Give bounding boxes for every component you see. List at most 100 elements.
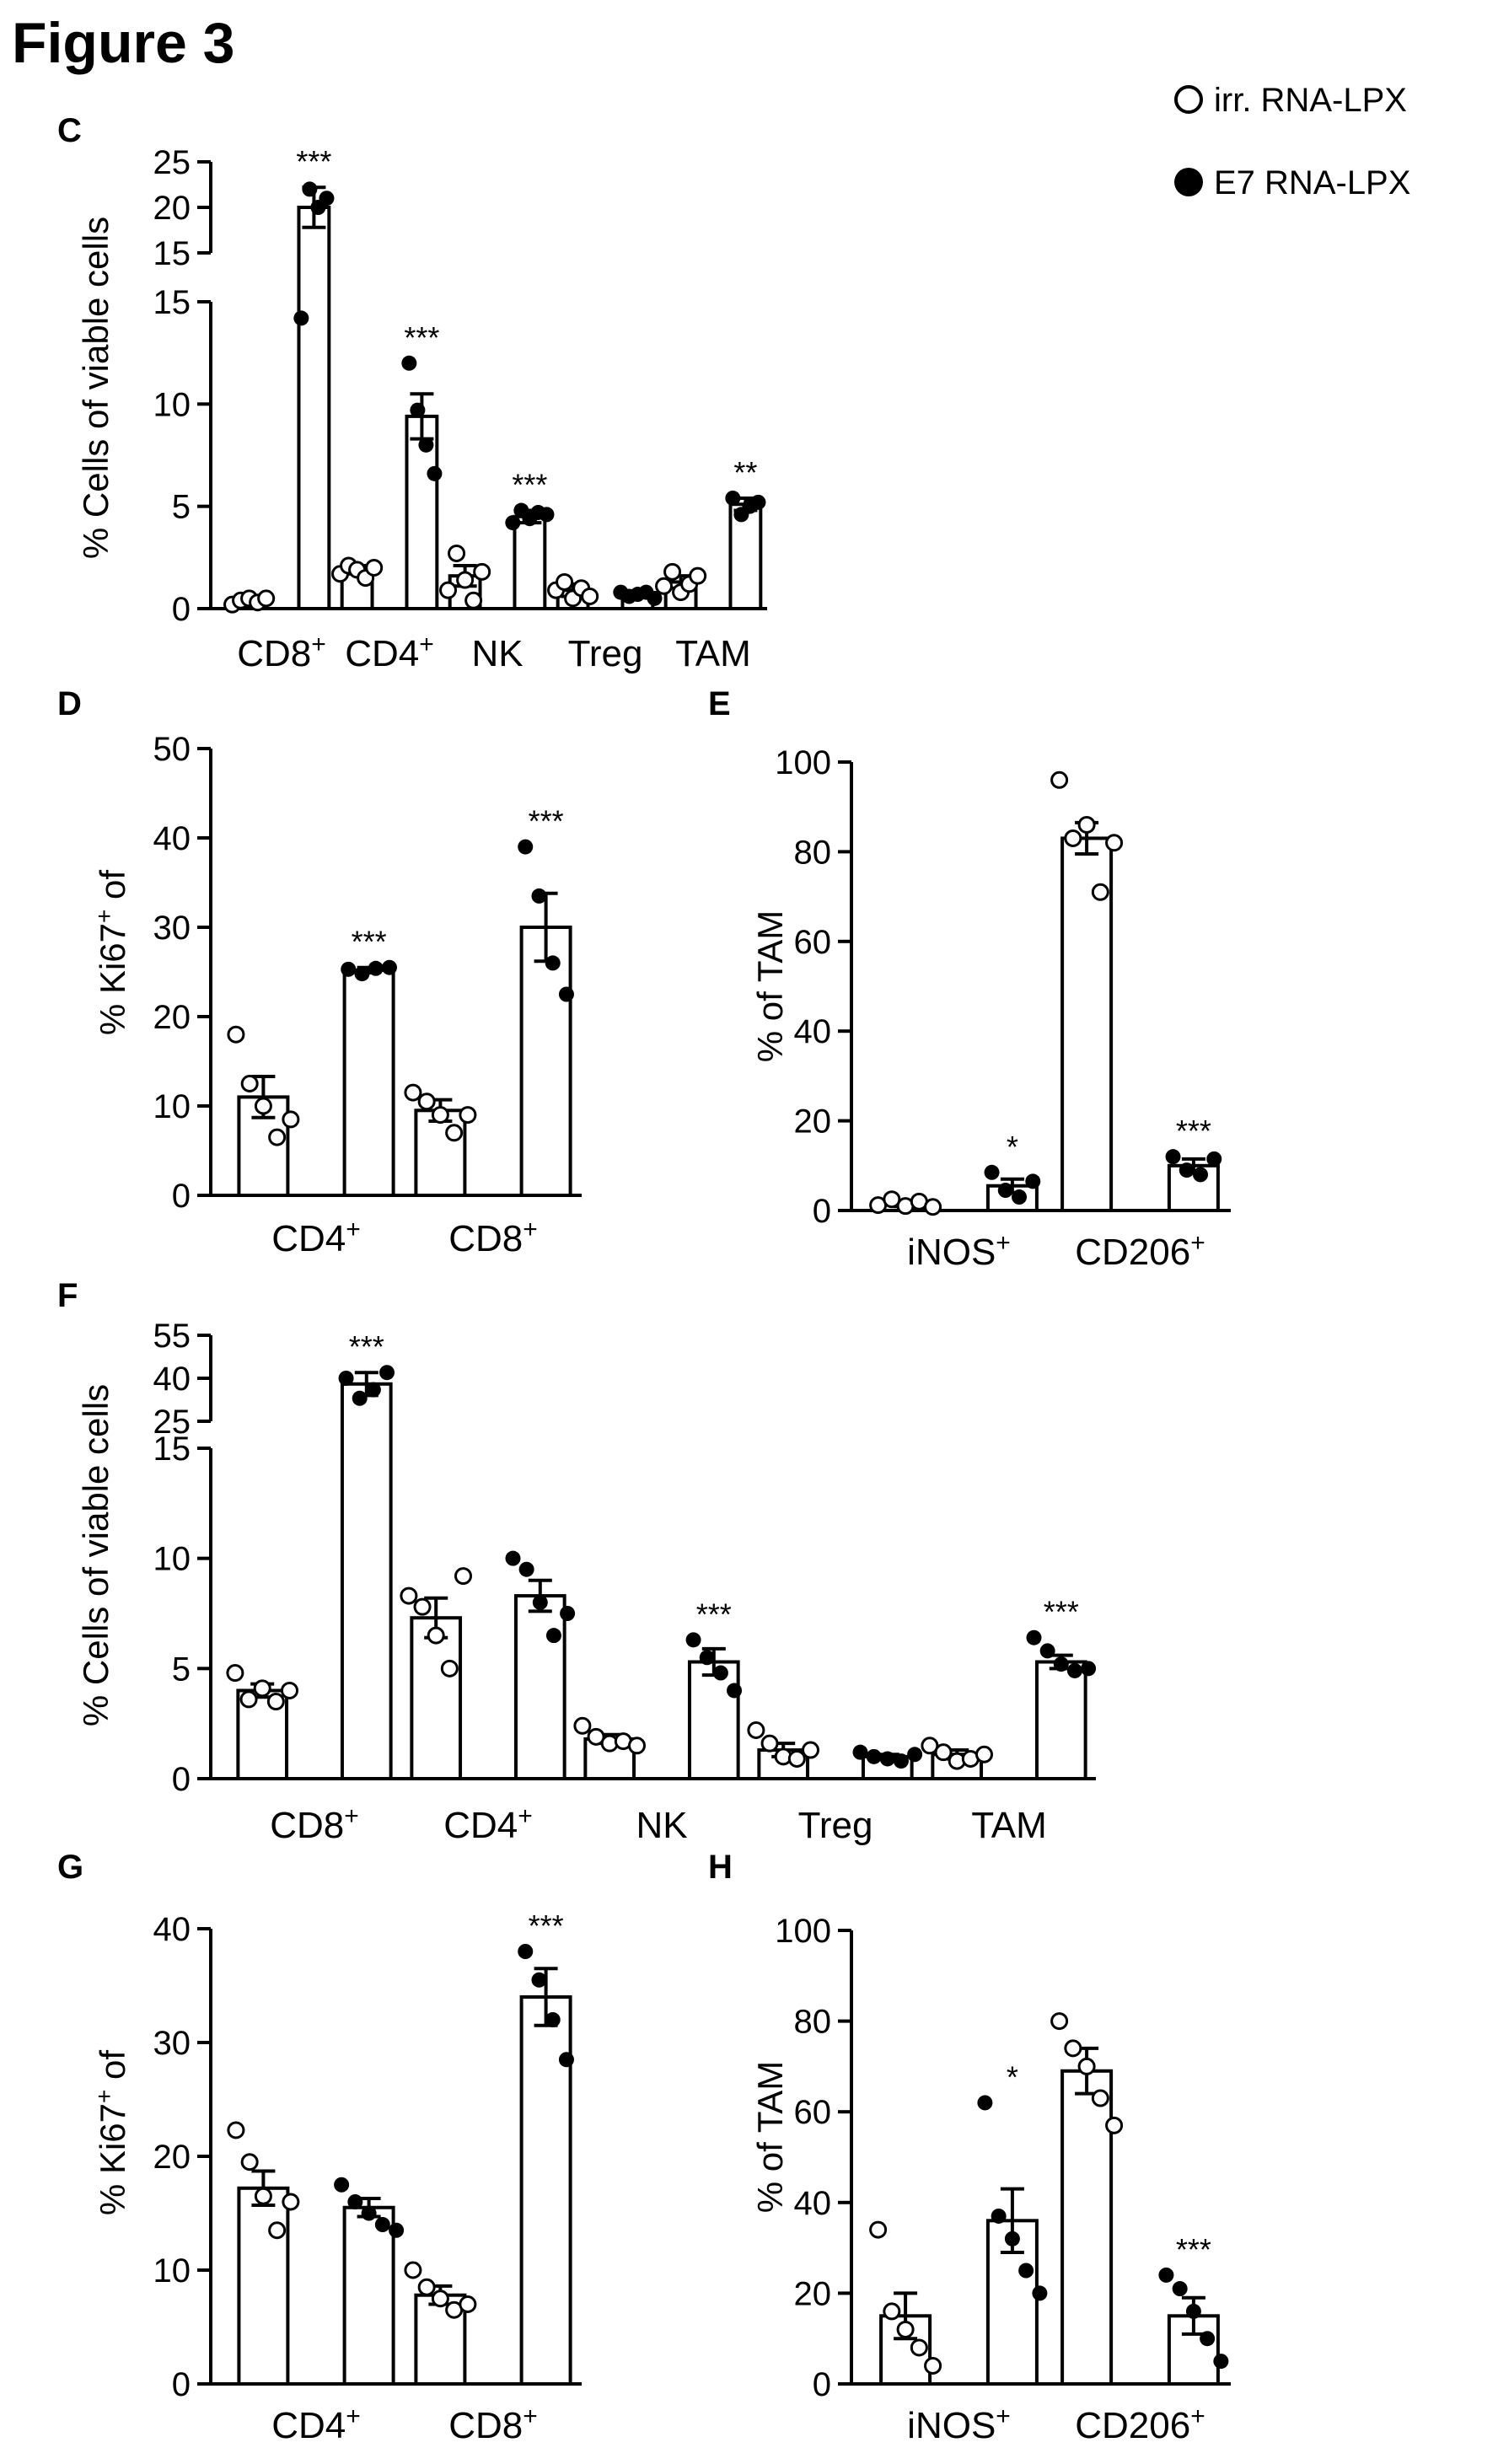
data-point-open: [227, 2121, 245, 2139]
y-tick-label: 50: [153, 731, 191, 768]
x-tick-label: CD4+: [271, 2402, 361, 2447]
y-tick-label: 80: [794, 2004, 832, 2041]
data-point-open: [281, 1681, 299, 1699]
significance-label: ***: [296, 144, 331, 179]
data-point-open: [747, 1721, 765, 1740]
bar: [687, 1660, 740, 1780]
y-tick-label: 55: [153, 1318, 191, 1355]
data-point-filled: [531, 888, 547, 904]
bar: [1060, 2069, 1114, 2386]
data-point-filled: [685, 1632, 701, 1648]
data-point-open: [404, 2261, 422, 2279]
data-point-filled: [1185, 2303, 1201, 2319]
y-tick-label: 15: [153, 284, 191, 321]
panel-c: C 0 5 10 15 15 20 25 % Cells of viable cells *** C…: [57, 112, 767, 674]
bar: [1034, 1660, 1087, 1780]
data-point-open: [924, 2356, 942, 2375]
y-tick-label: 0: [813, 1193, 831, 1230]
significance-label: ***: [1176, 2232, 1211, 2267]
x-tick-label: CD206+: [1075, 2402, 1205, 2447]
y-tick-label: 80: [794, 834, 832, 871]
y-tick-label: 40: [153, 1911, 191, 1948]
data-point-open: [227, 1025, 245, 1044]
y-tick-label: 20: [153, 190, 191, 227]
data-point-open: [556, 572, 574, 591]
x-tick-label: iNOS+: [907, 2402, 1011, 2447]
data-point-open: [456, 571, 475, 589]
y-axis-label: % Ki67+ of: [91, 2050, 133, 2215]
y-axis-label: % of TAM: [750, 910, 790, 1063]
data-point-filled: [518, 839, 534, 855]
bar: [237, 2186, 290, 2386]
data-point-filled: [1206, 1151, 1222, 1167]
data-point-filled: [907, 1747, 923, 1763]
data-point-filled: [361, 2205, 377, 2221]
panel-letter: D: [57, 685, 82, 722]
data-point-filled: [1026, 1629, 1042, 1645]
x-tick-label: CD4+: [271, 1216, 361, 1260]
data-point-open: [282, 2193, 300, 2211]
x-tick-label: CD8+: [448, 2402, 538, 2447]
data-point-open: [254, 1097, 272, 1115]
data-point-open: [431, 2290, 449, 2308]
data-point-open: [448, 544, 466, 562]
data-point-filled: [505, 1550, 521, 1566]
data-point-filled: [354, 966, 370, 982]
data-point-filled: [293, 310, 309, 326]
panel-letter: C: [57, 112, 82, 149]
significance-label: ***: [529, 1908, 564, 1943]
data-point-open: [883, 1190, 901, 1209]
y-tick-label: 60: [794, 2094, 832, 2131]
x-tick-label: CD8+: [270, 1802, 359, 1847]
bar: [340, 1382, 393, 1781]
panel-letter: F: [57, 1277, 78, 1314]
data-point-open: [1077, 2057, 1096, 2075]
data-point-filled: [518, 1561, 534, 1577]
y-axis-label: % of TAM: [750, 2061, 790, 2214]
data-point-open: [934, 1743, 953, 1762]
data-point-filled: [991, 2208, 1007, 2224]
y-tick-label: 40: [794, 1013, 832, 1050]
data-point-filled: [727, 1683, 743, 1699]
data-point-open: [226, 1664, 244, 1683]
x-tick-label: TAM: [971, 1805, 1047, 1846]
data-point-open: [655, 577, 674, 595]
panel-letter: E: [708, 685, 731, 722]
significance-label: ***: [696, 1597, 732, 1631]
panel-h: H 0 20 40 60 80 100 % of TAM * iNOS+ *** CD206+: [708, 1849, 1231, 2446]
y-tick-label: 30: [153, 2025, 191, 2062]
data-point-open: [400, 1586, 418, 1605]
data-point-open: [883, 2302, 901, 2321]
y-tick-label: 20: [153, 999, 191, 1036]
data-point-open: [1064, 829, 1082, 847]
y-tick-label: 25: [153, 144, 191, 181]
data-point-filled: [365, 1382, 381, 1398]
data-point-filled: [410, 402, 426, 418]
data-point-open: [417, 1092, 436, 1111]
y-tick-label: 40: [153, 1361, 191, 1398]
data-point-open: [240, 2153, 259, 2171]
panel-d: D 0 10 20 30 40 50 % Ki67+ of *** CD4+ *** CD8+: [57, 685, 582, 1259]
data-point-open: [975, 1745, 994, 1763]
data-point-open: [869, 2220, 888, 2239]
data-point-open: [464, 591, 483, 609]
data-point-open: [896, 2320, 915, 2338]
y-tick-label: 0: [813, 2366, 831, 2403]
data-point-filled: [379, 1365, 395, 1381]
significance-label: *: [1007, 1130, 1018, 1164]
data-point-open: [404, 1083, 422, 1102]
data-point-filled: [699, 1650, 715, 1666]
y-tick-label: 5: [172, 1651, 191, 1688]
data-point-filled: [1193, 1167, 1209, 1183]
x-tick-label: TAM: [675, 633, 751, 674]
data-point-filled: [1053, 1656, 1069, 1672]
data-point-filled: [1165, 1149, 1181, 1165]
data-point-filled: [1012, 1189, 1028, 1205]
data-point-filled: [1025, 1173, 1041, 1189]
y-tick-label: 25: [153, 1404, 191, 1441]
x-tick-label: CD206+: [1075, 1229, 1205, 1274]
data-point-open: [282, 1110, 300, 1129]
data-point-filled: [518, 1944, 534, 1959]
y-tick-label: 0: [172, 1178, 191, 1215]
